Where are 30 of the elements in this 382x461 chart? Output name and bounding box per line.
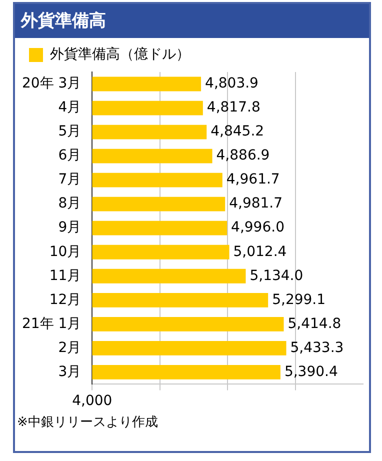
y-tick-label: 21年 1月 bbox=[22, 316, 82, 332]
data-label: 4,981.7 bbox=[229, 196, 283, 212]
y-tick-label: 4月 bbox=[58, 100, 82, 116]
y-tick-label: 6月 bbox=[58, 148, 82, 164]
data-label: 4,886.9 bbox=[216, 148, 270, 164]
data-label: 4,845.2 bbox=[210, 124, 264, 140]
data-label: 5,134.0 bbox=[250, 268, 304, 284]
data-label: 5,012.4 bbox=[233, 244, 287, 260]
data-label: 5,414.8 bbox=[288, 316, 342, 332]
data-label: 4,996.0 bbox=[231, 220, 284, 236]
y-tick-label: 9月 bbox=[58, 220, 82, 236]
chart-title: 外貨準備高 bbox=[15, 4, 369, 38]
text: 4,000 bbox=[72, 392, 112, 409]
data-label: 4,817.8 bbox=[206, 100, 260, 116]
data-label: 4,961.7 bbox=[226, 172, 280, 188]
data-label: 4,803.9 bbox=[205, 76, 258, 92]
data-label: 5,433.3 bbox=[290, 340, 344, 356]
y-tick-label: 10月 bbox=[49, 244, 82, 260]
y-tick-label: 11月 bbox=[49, 268, 82, 284]
data-label: 5,299.1 bbox=[272, 292, 326, 308]
y-tick-label: 8月 bbox=[58, 196, 82, 212]
y-tick-label: 2月 bbox=[58, 340, 82, 356]
y-tick-label: 20年 3月 bbox=[22, 76, 82, 92]
y-tick-label: 7月 bbox=[58, 172, 82, 188]
text: ※中銀リリースより作成 bbox=[16, 414, 159, 431]
y-tick-label: 12月 bbox=[49, 292, 82, 308]
legend-label: 外貨準備高（億ドル） bbox=[50, 46, 190, 63]
data-label: 5,390.4 bbox=[284, 364, 338, 380]
y-tick-label: 3月 bbox=[58, 364, 82, 380]
y-tick-label: 5月 bbox=[58, 124, 82, 140]
